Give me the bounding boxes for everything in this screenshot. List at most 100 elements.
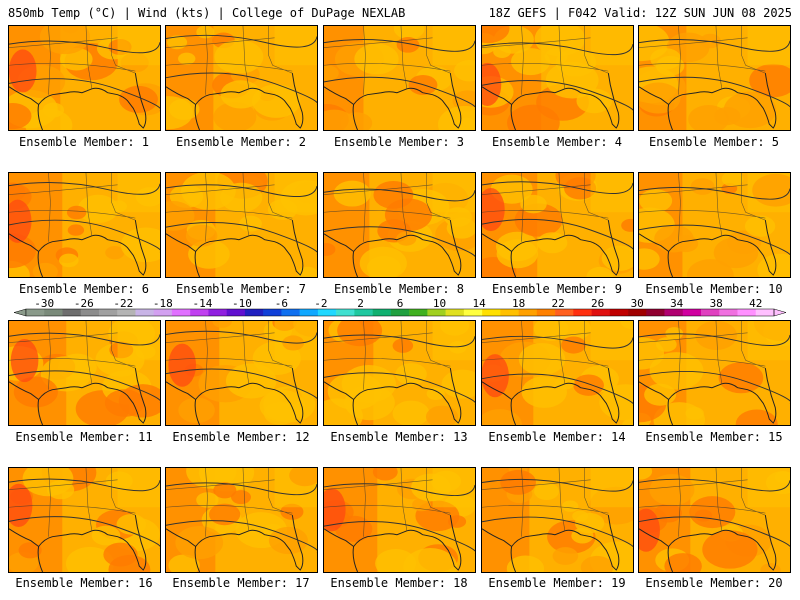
model-run-info: 18Z GEFS | F042 Valid: 12Z SUN JUN 08 20… [488, 6, 792, 20]
colorbar-segment [226, 309, 246, 316]
colorbar-segment [427, 309, 446, 316]
colorbar-left-arrow [14, 308, 27, 317]
ensemble-member-label: Ensemble Member: 13 [330, 430, 468, 444]
ensemble-member-label: Ensemble Member: 15 [645, 430, 783, 444]
colorbar-segment [317, 309, 337, 316]
ensemble-member-label: Ensemble Member: 18 [330, 576, 468, 590]
ensemble-member-label: Ensemble Member: 4 [491, 135, 623, 149]
colorbar-tick-label: 14 [472, 298, 486, 310]
ensemble-map-panel [323, 320, 476, 426]
colorbar-tick-label: 38 [710, 298, 723, 310]
colorbar-tick-label: 30 [631, 298, 644, 310]
ensemble-member-label: Ensemble Member: 2 [175, 135, 307, 149]
ensemble-map-panel [481, 25, 634, 131]
ensemble-member-label: Ensemble Member: 14 [488, 430, 626, 444]
colorbar-segment [536, 309, 556, 316]
colorbar-segment [336, 309, 355, 316]
ensemble-map-panel [481, 172, 634, 278]
colorbar-segment [719, 309, 738, 316]
colorbar-segment [755, 309, 775, 316]
ensemble-map-panel [481, 467, 634, 573]
ensemble-map-panel [323, 172, 476, 278]
ensemble-map-panel [638, 467, 791, 573]
ensemble-member-label: Ensemble Member: 12 [172, 430, 310, 444]
colorbar-segment [500, 309, 519, 316]
colorbar-segment [153, 309, 173, 316]
colorbar-segment [482, 309, 501, 316]
colorbar-segment [463, 309, 483, 316]
ensemble-member-label: Ensemble Member: 5 [648, 135, 780, 149]
colorbar-segment [573, 309, 592, 316]
colorbar-segment [518, 309, 538, 316]
colorbar-segment [628, 309, 647, 316]
colorbar-segment [80, 309, 100, 316]
ensemble-map-panel [638, 320, 791, 426]
colorbar-segment [171, 309, 191, 316]
colorbar-segment [646, 309, 665, 316]
colorbar-segment [62, 309, 82, 316]
colorbar-segment [208, 309, 227, 316]
colorbar-segment [701, 309, 720, 316]
ensemble-map-panel [481, 320, 634, 426]
ensemble-map-panel [165, 320, 318, 426]
ensemble-member-label: Ensemble Member: 11 [15, 430, 153, 444]
colorbar-segment [354, 309, 373, 316]
ensemble-map-panel [638, 172, 791, 278]
ensemble-map-panel [165, 467, 318, 573]
colorbar-segment [117, 309, 136, 316]
ensemble-map-panel [8, 320, 161, 426]
colorbar-tick-label: -18 [153, 298, 173, 310]
colorbar-tick-label: -14 [192, 298, 212, 310]
colorbar-segment [281, 309, 300, 316]
ensemble-map-panel [323, 25, 476, 131]
colorbar-segment [591, 309, 611, 316]
colorbar-segment [609, 309, 629, 316]
ensemble-member-label: Ensemble Member: 8 [333, 282, 465, 296]
ensemble-map-panel [638, 25, 791, 131]
colorbar-tick-label: -30 [34, 298, 54, 310]
ensemble-map-panel [8, 25, 161, 131]
colorbar-segment [263, 309, 282, 316]
ensemble-map-panel [165, 172, 318, 278]
colorbar-segment [664, 309, 684, 316]
colorbar-segment [682, 309, 702, 316]
colorbar-right-arrow [773, 308, 786, 317]
temperature-colorbar: -30 -26 -22 -18 -14 -10 -6 -2 2 6 10 14 18 22 26 30 34 38… [14, 298, 786, 317]
ensemble-member-label: Ensemble Member: 7 [175, 282, 307, 296]
colorbar-tick-label: -6 [275, 298, 288, 310]
colorbar-tick-label: 6 [397, 298, 404, 310]
colorbar-segment [98, 309, 118, 316]
colorbar-tick-label: 18 [512, 298, 525, 310]
colorbar-segment [390, 309, 410, 316]
colorbar-segment [372, 309, 392, 316]
ensemble-member-label: Ensemble Member: 10 [645, 282, 783, 296]
colorbar-segment [44, 309, 63, 316]
ensemble-member-label: Ensemble Member: 20 [645, 576, 783, 590]
colorbar-tick-label: 42 [749, 298, 762, 310]
ensemble-member-label: Ensemble Member: 16 [15, 576, 153, 590]
colorbar-segment [299, 309, 319, 316]
colorbar-tick-label: -22 [113, 298, 133, 310]
ensemble-member-label: Ensemble Member: 19 [488, 576, 626, 590]
colorbar-tick-label: -2 [314, 298, 327, 310]
colorbar-segment [190, 309, 209, 316]
colorbar-tick-label: 2 [357, 298, 364, 310]
colorbar-tick-label: -26 [74, 298, 94, 310]
colorbar-segment [555, 309, 574, 316]
colorbar-tick-label: 26 [591, 298, 604, 310]
colorbar-segment [737, 309, 757, 316]
ensemble-member-label: Ensemble Member: 6 [18, 282, 150, 296]
colorbar-tick-label: 34 [670, 298, 684, 310]
ensemble-map-panel [8, 467, 161, 573]
colorbar-segment [244, 309, 264, 316]
colorbar-segment [409, 309, 428, 316]
colorbar-tick-label: 22 [551, 298, 564, 310]
ensemble-member-label: Ensemble Member: 3 [333, 135, 465, 149]
map-title: 850mb Temp (°C) | Wind (kts) | College o… [8, 6, 406, 20]
colorbar-segment [445, 309, 465, 316]
colorbar-tick-label: 10 [433, 298, 446, 310]
ensemble-map-panel [165, 25, 318, 131]
colorbar-tick-label: -10 [232, 298, 252, 310]
ensemble-map-panel [323, 467, 476, 573]
ensemble-map-panel [8, 172, 161, 278]
